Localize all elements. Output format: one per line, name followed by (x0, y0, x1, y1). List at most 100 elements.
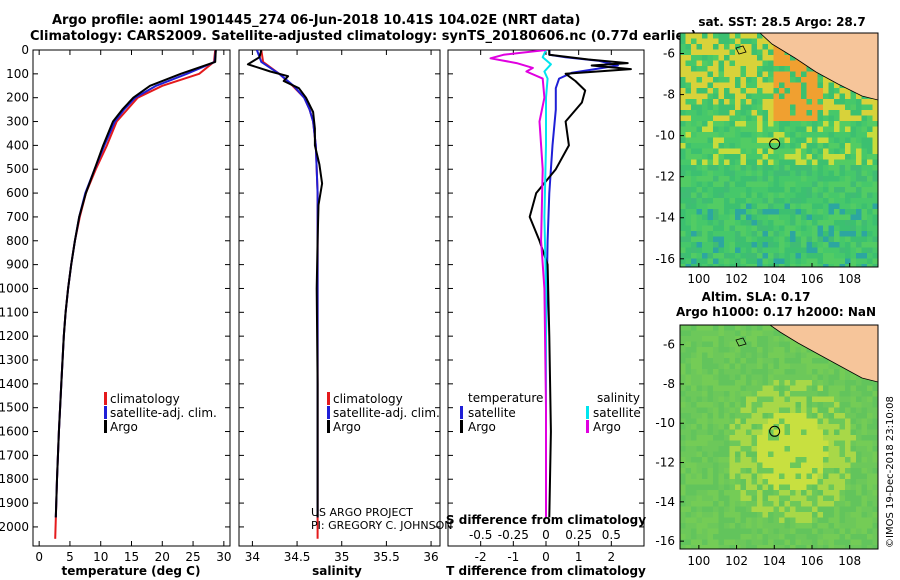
map-cell (680, 468, 686, 474)
map-cell (729, 325, 736, 331)
map-cell (784, 534, 791, 540)
map-cell (702, 462, 708, 469)
map-x-tick-label: 106 (801, 554, 824, 568)
map-cell (784, 385, 791, 392)
map-cell (790, 468, 796, 474)
map-cell (724, 121, 730, 127)
map-cell (713, 490, 719, 496)
map-cell (784, 225, 791, 232)
map-cell (839, 539, 846, 546)
map-cell (696, 534, 703, 540)
map-cell (685, 468, 692, 474)
series-line-temperature-satellite (545, 50, 619, 518)
map-cell (713, 82, 719, 89)
map-cell (680, 484, 686, 491)
map-cell (856, 121, 862, 127)
map-cell (823, 203, 829, 210)
map-cell (806, 220, 813, 226)
map-cell (691, 148, 697, 155)
map-cell (729, 512, 736, 518)
map-cell (729, 33, 736, 39)
map-cell (691, 380, 697, 386)
map-cell (735, 165, 741, 171)
map-cell (856, 192, 862, 199)
map-cell (790, 198, 796, 204)
map-cell (817, 528, 824, 535)
map-cell (713, 545, 719, 549)
map-cell (707, 479, 714, 485)
map-cell (795, 462, 802, 469)
map-cell (680, 55, 686, 61)
map-cell (801, 363, 807, 370)
map-cell (801, 358, 807, 364)
map-cell (867, 148, 873, 155)
map-cell (718, 225, 725, 232)
map-cell (751, 418, 758, 425)
map-cell (850, 137, 857, 144)
map-cell (801, 99, 807, 105)
map-cell (784, 93, 791, 100)
map-cell (861, 435, 868, 441)
map-cell (872, 506, 878, 513)
map-cell (839, 88, 846, 94)
map-cell (784, 435, 791, 441)
map-cell (729, 181, 736, 188)
map-cell (806, 242, 813, 248)
map-cell (680, 435, 686, 441)
map-cell (845, 93, 851, 100)
map-cell (861, 429, 868, 436)
map-cell (872, 523, 878, 529)
map-cell (702, 132, 708, 138)
map-cell (740, 325, 747, 331)
map-x-tick-label: 108 (838, 272, 861, 286)
map-cell (834, 115, 840, 122)
map-cell (707, 88, 714, 94)
map-cell (718, 490, 725, 496)
map-cell (707, 121, 714, 127)
map-cell (746, 82, 752, 89)
map-cell (817, 374, 824, 381)
y-tick-label: 900 (6, 258, 29, 272)
map-cell (740, 121, 747, 127)
map-cell (812, 495, 818, 502)
map-cell (790, 545, 796, 549)
map-cell (696, 176, 703, 182)
map-cell (839, 506, 846, 513)
map-cell (751, 88, 758, 94)
map-cell (795, 137, 802, 144)
map-cell (696, 38, 703, 45)
map-cell (751, 143, 758, 149)
map-cell (861, 545, 868, 549)
map-cell (724, 220, 730, 226)
map-cell (746, 473, 752, 480)
map-cell (735, 242, 741, 248)
map-cell (746, 523, 752, 529)
map-cell (696, 55, 703, 61)
map-cell (685, 214, 692, 221)
map-cell (729, 236, 736, 243)
map-cell (845, 236, 851, 243)
map-cell (757, 424, 763, 430)
map-cell (680, 402, 686, 408)
map-cell (757, 501, 763, 507)
map-cell (845, 231, 851, 237)
map-cell (850, 380, 857, 386)
map-cell (784, 231, 791, 237)
map-cell (735, 429, 741, 436)
map-cell (691, 391, 697, 397)
map-cell (757, 82, 763, 89)
x-tick-label: 36 (423, 550, 438, 564)
map-cell (834, 264, 840, 267)
map-cell (702, 369, 708, 375)
map-cell (707, 148, 714, 155)
map-cell (735, 264, 741, 267)
map-cell (817, 220, 824, 226)
map-cell (762, 110, 769, 116)
map-cell (790, 418, 796, 425)
map-x-tick-label: 102 (725, 554, 748, 568)
map-cell (795, 369, 802, 375)
map-cell (823, 253, 829, 259)
map-cell (850, 258, 857, 265)
map-cell (823, 82, 829, 89)
map-cell (850, 501, 857, 507)
